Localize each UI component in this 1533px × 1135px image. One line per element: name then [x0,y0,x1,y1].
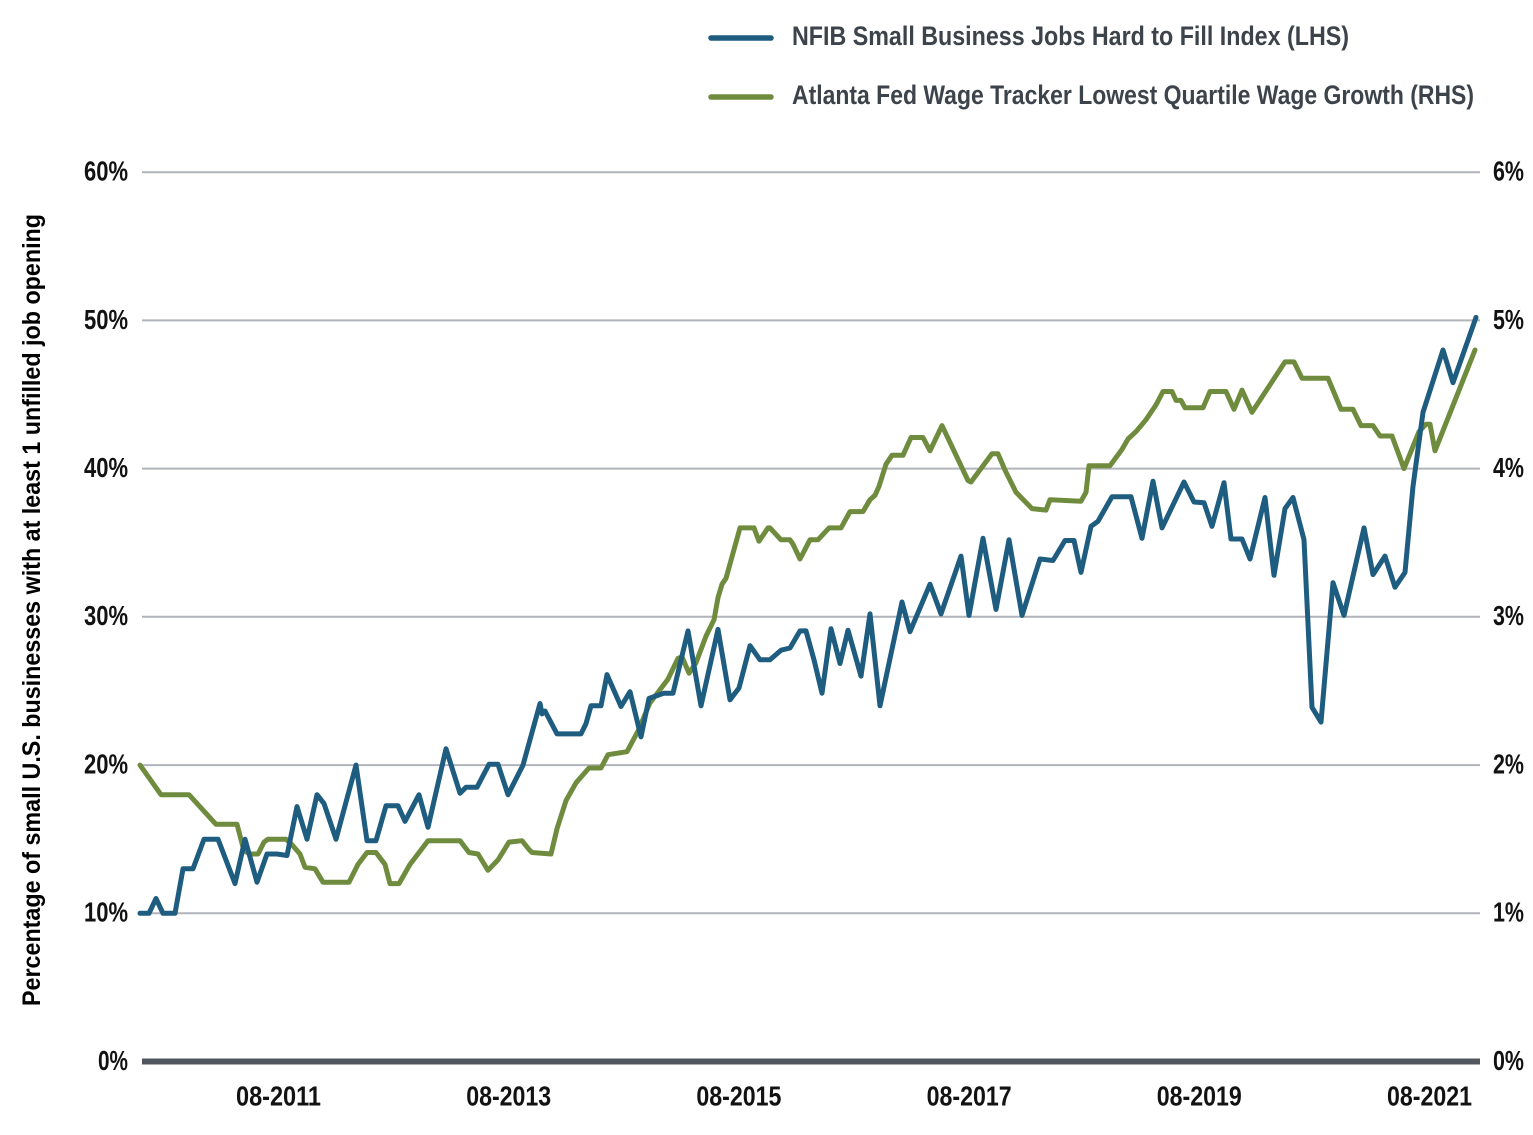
svg-text:40%: 40% [84,452,128,483]
svg-text:08-2019: 08-2019 [1157,1081,1242,1112]
svg-text:0%: 0% [1493,1045,1524,1076]
svg-text:3%: 3% [1493,600,1524,631]
svg-text:20%: 20% [84,748,128,779]
svg-text:5%: 5% [1493,304,1524,335]
svg-text:08-2021: 08-2021 [1387,1081,1472,1112]
svg-text:08-2017: 08-2017 [927,1081,1012,1112]
svg-text:08-2011: 08-2011 [236,1081,321,1112]
svg-text:Percentage of small U.S. busin: Percentage of small U.S. businesses with… [18,214,46,1006]
svg-text:2%: 2% [1493,748,1524,779]
svg-text:30%: 30% [84,600,128,631]
svg-text:1%: 1% [1493,897,1524,928]
svg-text:4%: 4% [1493,452,1524,483]
svg-text:50%: 50% [84,304,128,335]
svg-text:08-2013: 08-2013 [466,1081,551,1112]
svg-text:10%: 10% [84,897,128,928]
svg-text:Atlanta Fed Wage Tracker Lowes: Atlanta Fed Wage Tracker Lowest Quartile… [792,80,1474,110]
svg-text:08-2015: 08-2015 [696,1081,781,1112]
svg-text:6%: 6% [1493,156,1524,187]
svg-text:NFIB Small Business Jobs Hard: NFIB Small Business Jobs Hard to Fill In… [792,21,1349,51]
svg-text:60%: 60% [84,156,128,187]
svg-text:0%: 0% [98,1045,128,1076]
